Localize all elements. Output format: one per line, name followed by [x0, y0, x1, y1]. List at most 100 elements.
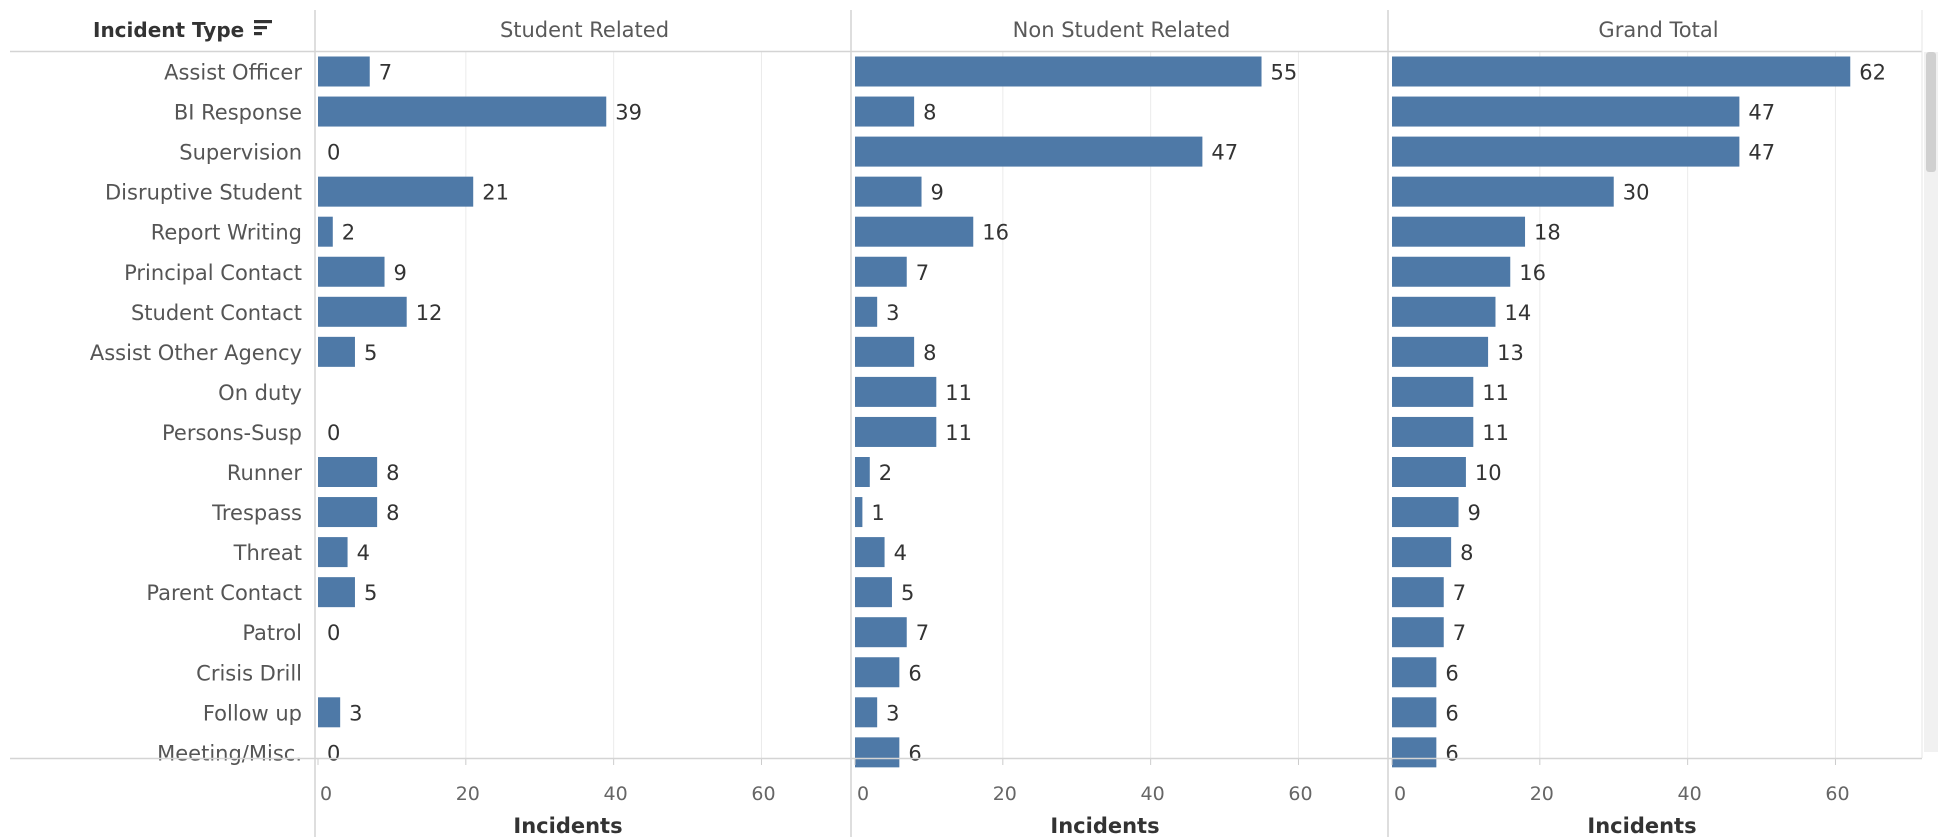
scrollbar-thumb[interactable]	[1926, 52, 1936, 172]
bar-grand-total-principal-contact[interactable]	[1392, 256, 1511, 287]
data-label: 3	[886, 301, 899, 325]
data-label: 3	[349, 701, 362, 725]
bar-non-student-related-persons-susp[interactable]	[855, 416, 937, 447]
dimension-header[interactable]: Incident Type	[93, 18, 244, 42]
data-label: 0	[327, 421, 340, 445]
bar-grand-total-on-duty[interactable]	[1392, 376, 1474, 407]
bar-student-related-trespass[interactable]	[318, 497, 378, 528]
row-label-follow-up[interactable]: Follow up	[203, 701, 302, 725]
bar-student-related-threat[interactable]	[318, 537, 348, 568]
bar-non-student-related-principal-contact[interactable]	[855, 256, 907, 287]
bar-non-student-related-student-contact[interactable]	[855, 296, 878, 327]
bar-non-student-related-threat[interactable]	[855, 537, 885, 568]
row-label-threat[interactable]: Threat	[233, 541, 302, 565]
row-label-trespass[interactable]: Trespass	[211, 501, 302, 525]
data-label: 2	[342, 221, 355, 245]
bar-grand-total-bi-response[interactable]	[1392, 96, 1740, 127]
data-label: 13	[1497, 341, 1524, 365]
data-label: 14	[1504, 301, 1531, 325]
data-label: 9	[931, 181, 944, 205]
bar-student-related-disruptive-student[interactable]	[318, 176, 474, 207]
row-label-student-contact[interactable]: Student Contact	[131, 301, 302, 325]
bar-non-student-related-runner[interactable]	[855, 457, 870, 487]
bar-grand-total-supervision[interactable]	[1392, 136, 1740, 167]
row-label-meeting-misc[interactable]: Meeting/Misc.	[157, 741, 302, 765]
data-label: 8	[386, 501, 399, 525]
row-label-runner[interactable]: Runner	[227, 461, 302, 485]
dividers	[10, 10, 1923, 837]
bar-non-student-related-on-duty[interactable]	[855, 376, 937, 407]
row-label-patrol[interactable]: Patrol	[242, 621, 302, 645]
data-label: 7	[379, 61, 392, 85]
row-label-persons-susp[interactable]: Persons-Susp	[162, 421, 302, 445]
bar-grand-total-parent-contact[interactable]	[1392, 577, 1444, 608]
sort-descending-icon[interactable]	[254, 20, 272, 36]
bar-student-related-parent-contact[interactable]	[318, 577, 355, 608]
row-label-on-duty[interactable]: On duty	[218, 381, 302, 405]
bar-non-student-related-disruptive-student[interactable]	[855, 176, 922, 207]
bar-student-related-bi-response[interactable]	[318, 96, 607, 127]
bar-non-student-related-report-writing[interactable]	[855, 216, 974, 247]
data-label: 4	[357, 541, 370, 565]
row-label-bi-response[interactable]: BI Response	[174, 101, 302, 125]
bar-non-student-related-supervision[interactable]	[855, 136, 1203, 167]
row-label-report-writing[interactable]: Report Writing	[151, 221, 302, 245]
bar-student-related-student-contact[interactable]	[318, 296, 407, 327]
bar-grand-total-student-contact[interactable]	[1392, 296, 1496, 327]
bar-grand-total-disruptive-student[interactable]	[1392, 176, 1614, 207]
data-label: 7	[916, 621, 929, 645]
bar-non-student-related-meeting-misc[interactable]	[855, 737, 900, 768]
bar-non-student-related-crisis-drill[interactable]	[855, 657, 900, 688]
x-tick-label: 20	[993, 783, 1017, 805]
bar-grand-total-follow-up[interactable]	[1392, 697, 1437, 728]
scrollbar[interactable]	[1924, 52, 1938, 752]
row-label-crisis-drill[interactable]: Crisis Drill	[196, 661, 302, 685]
bar-non-student-related-bi-response[interactable]	[855, 96, 915, 127]
bar-non-student-related-assist-officer[interactable]	[855, 56, 1262, 87]
bar-student-related-assist-officer[interactable]	[318, 56, 370, 87]
bar-grand-total-assist-officer[interactable]	[1392, 56, 1851, 87]
bar-non-student-related-parent-contact[interactable]	[855, 577, 892, 608]
bar-non-student-related-patrol[interactable]	[855, 617, 907, 648]
row-label-supervision[interactable]: Supervision	[179, 141, 302, 165]
data-label: 4	[894, 541, 907, 565]
data-label: 2	[879, 461, 892, 485]
bar-non-student-related-trespass[interactable]	[855, 497, 863, 528]
bar-student-related-runner[interactable]	[318, 457, 378, 487]
x-tick-label: 60	[1825, 783, 1849, 805]
bar-student-related-report-writing[interactable]	[318, 216, 333, 247]
bar-non-student-related-follow-up[interactable]	[855, 697, 878, 728]
bar-grand-total-crisis-drill[interactable]	[1392, 657, 1437, 688]
bar-grand-total-trespass[interactable]	[1392, 497, 1459, 528]
bar-grand-total-threat[interactable]	[1392, 537, 1452, 568]
column-header-grand-total[interactable]: Grand Total	[1598, 18, 1718, 42]
column-header-student-related[interactable]: Student Related	[500, 18, 669, 42]
bar-grand-total-assist-other-agency[interactable]	[1392, 336, 1489, 367]
bar-grand-total-report-writing[interactable]	[1392, 216, 1526, 247]
bar-grand-total-runner[interactable]	[1392, 457, 1466, 487]
row-label-disruptive-student[interactable]: Disruptive Student	[105, 181, 302, 205]
row-label-assist-officer[interactable]: Assist Officer	[164, 61, 302, 85]
data-label: 8	[923, 341, 936, 365]
row-label-principal-contact[interactable]: Principal Contact	[124, 261, 302, 285]
data-label: 5	[901, 581, 914, 605]
data-label: 6	[1445, 701, 1458, 725]
data-label: 21	[482, 181, 509, 205]
bar-grand-total-meeting-misc[interactable]	[1392, 737, 1437, 768]
row-label-assist-other-agency[interactable]: Assist Other Agency	[90, 341, 302, 365]
bar-student-related-follow-up[interactable]	[318, 697, 341, 728]
x-tick-label: 40	[1678, 783, 1702, 805]
x-tick-label: 40	[1141, 783, 1165, 805]
x-tick-label: 60	[1288, 783, 1312, 805]
bar-student-related-assist-other-agency[interactable]	[318, 336, 355, 367]
data-label: 8	[386, 461, 399, 485]
bar-grand-total-patrol[interactable]	[1392, 617, 1444, 648]
bar-grand-total-persons-susp[interactable]	[1392, 416, 1474, 447]
column-header-non-student-related[interactable]: Non Student Related	[1013, 18, 1231, 42]
data-label: 11	[1482, 421, 1509, 445]
bar-non-student-related-assist-other-agency[interactable]	[855, 336, 915, 367]
bars	[318, 56, 1851, 768]
bar-student-related-principal-contact[interactable]	[318, 256, 385, 287]
data-label: 55	[1271, 61, 1298, 85]
row-label-parent-contact[interactable]: Parent Contact	[146, 581, 302, 605]
